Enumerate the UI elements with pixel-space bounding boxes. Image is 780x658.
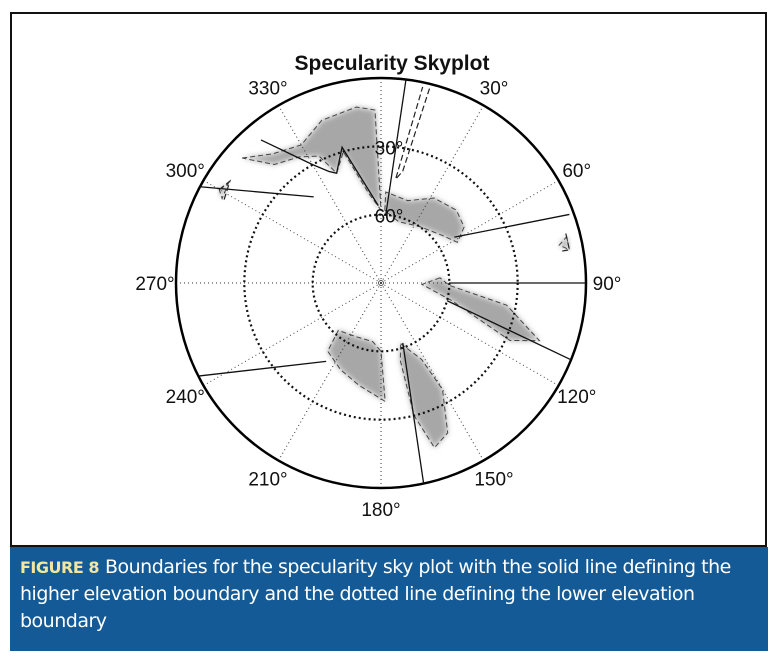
shaded-region-outline-6: [558, 235, 571, 251]
elevation-label-30: 30°: [375, 138, 404, 159]
solid-boundary-6: [402, 342, 425, 484]
grid-spoke: [203, 180, 382, 284]
caption-text: Boundaries for the specularity sky plot …: [20, 556, 731, 632]
shaded-region-1: [384, 192, 465, 243]
azimuth-label-30: 30°: [480, 78, 509, 99]
shaded-region-2: [421, 277, 540, 341]
solid-boundary-5: [446, 300, 572, 361]
shaded-region-0: [242, 107, 381, 211]
azimuth-label-210: 210°: [248, 470, 287, 491]
solid-boundary-2: [199, 186, 314, 198]
shaded-region-outline-2: [420, 277, 541, 342]
shaded-region-4: [400, 343, 448, 448]
elevation-label-60: 60°: [375, 207, 404, 228]
solid-boundary-3: [454, 213, 570, 238]
shaded-region-outline-1: [384, 191, 465, 244]
azimuth-label-150: 150°: [474, 470, 513, 491]
shaded-region-3: [327, 330, 386, 402]
figure-caption: FIGURE 8 Boundaries for the specularity s…: [10, 547, 768, 651]
dashed-boundary-0: [395, 86, 431, 180]
azimuth-label-90: 90°: [593, 274, 622, 295]
azimuth-label-270: 270°: [135, 274, 174, 295]
grid-spoke: [380, 180, 559, 284]
grid-spoke: [380, 105, 484, 284]
azimuth-label-330: 330°: [248, 78, 287, 99]
elevation-ring-60: [311, 213, 451, 353]
azimuth-label-300: 300°: [166, 161, 205, 182]
chart-title: Specularity Skyplot: [294, 52, 490, 75]
polar-plot: 30° 60° 90° 120° 150° 180° 210° 240° 270° 300° 330…: [135, 76, 622, 521]
azimuth-label-60: 60°: [562, 161, 591, 182]
figure-label: FIGURE 8: [20, 558, 99, 577]
shaded-region-outline-4: [399, 342, 449, 449]
shaded-region-outline-0: [242, 106, 382, 212]
dashed-boundary-2: [560, 233, 571, 252]
dashed-boundary-1: [218, 179, 232, 200]
shaded-region-outline-5: [218, 182, 230, 200]
solid-boundary-0: [385, 79, 407, 215]
shaded-region-5: [219, 183, 229, 199]
center-marker: [378, 280, 384, 286]
azimuth-label-180: 180°: [361, 500, 400, 521]
shaded-region-outline-3: [327, 329, 386, 403]
azimuth-label-120: 120°: [557, 387, 596, 408]
azimuth-label-240: 240°: [166, 387, 205, 408]
figure-frame: Specularity Skyplot 30° 60° 90° 120° 150° 180…: [10, 12, 767, 547]
solid-boundary-1: [260, 139, 379, 206]
solid-boundary-7: [198, 360, 327, 377]
